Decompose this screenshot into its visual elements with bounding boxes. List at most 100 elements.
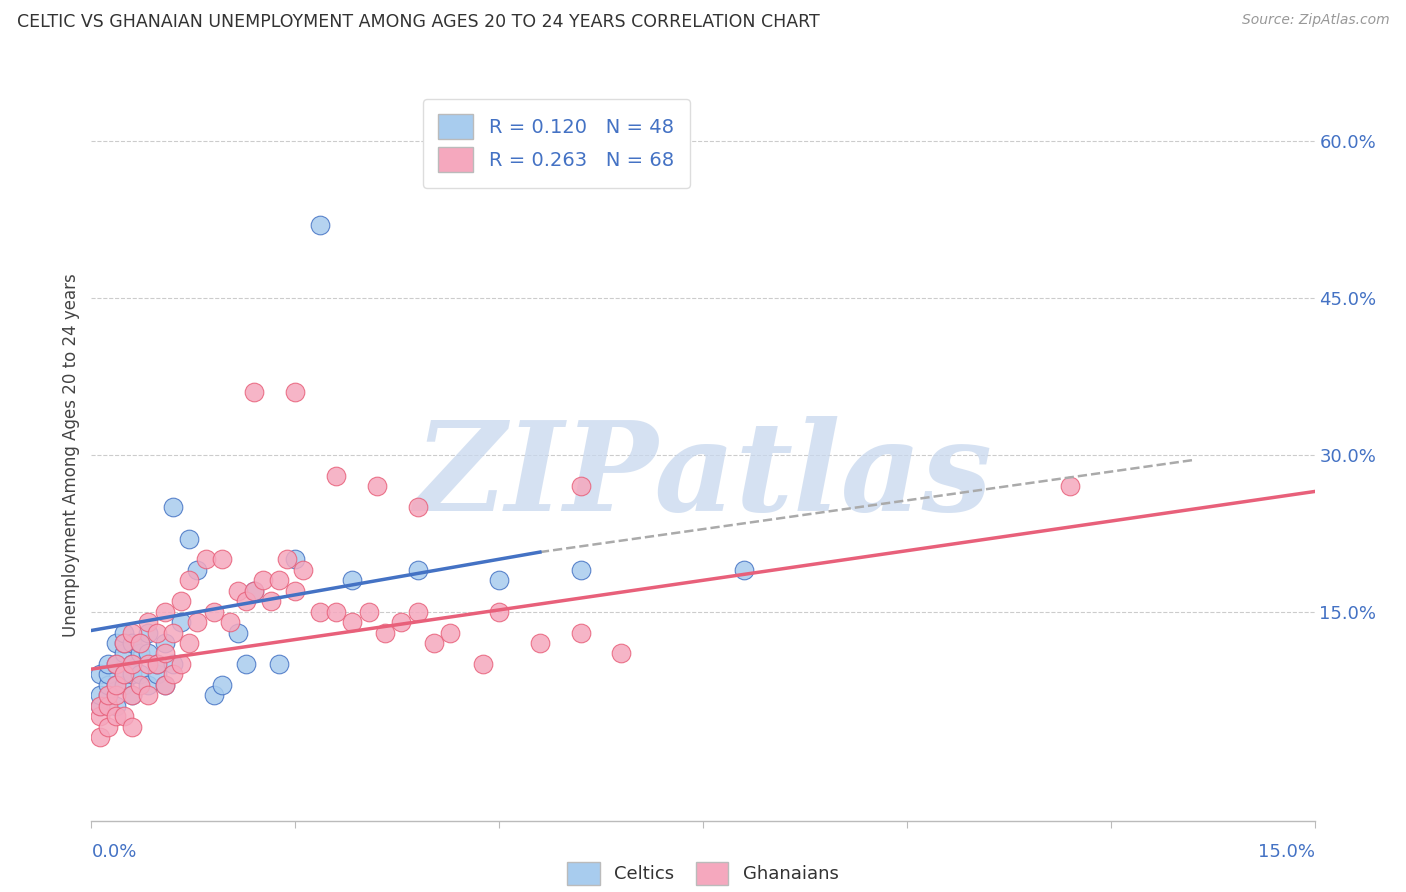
Point — [308, 605, 330, 619]
Point — [325, 605, 347, 619]
Point — [529, 636, 551, 650]
Point — [235, 657, 257, 671]
Point — [129, 647, 152, 661]
Point — [252, 574, 274, 588]
Point — [471, 657, 494, 671]
Point — [145, 657, 167, 671]
Point — [89, 698, 111, 713]
Point — [569, 479, 592, 493]
Point — [112, 636, 135, 650]
Point — [145, 667, 167, 681]
Point — [357, 605, 380, 619]
Point — [162, 657, 184, 671]
Legend: Celtics, Ghanaians: Celtics, Ghanaians — [560, 855, 846, 892]
Point — [610, 647, 633, 661]
Point — [89, 688, 111, 702]
Point — [112, 625, 135, 640]
Point — [284, 552, 307, 566]
Point — [211, 552, 233, 566]
Point — [145, 657, 167, 671]
Point — [186, 615, 208, 629]
Point — [121, 688, 143, 702]
Text: 0.0%: 0.0% — [91, 843, 136, 861]
Point — [243, 583, 266, 598]
Point — [342, 615, 364, 629]
Point — [186, 563, 208, 577]
Y-axis label: Unemployment Among Ages 20 to 24 years: Unemployment Among Ages 20 to 24 years — [62, 273, 80, 637]
Point — [153, 636, 176, 650]
Point — [292, 563, 315, 577]
Point — [138, 647, 160, 661]
Point — [153, 678, 176, 692]
Point — [138, 678, 160, 692]
Point — [112, 647, 135, 661]
Point — [112, 678, 135, 692]
Point — [121, 720, 143, 734]
Point — [267, 574, 290, 588]
Point — [89, 709, 111, 723]
Point — [97, 688, 120, 702]
Point — [104, 709, 127, 723]
Point — [170, 615, 193, 629]
Point — [153, 605, 176, 619]
Point — [406, 500, 429, 515]
Point — [226, 625, 249, 640]
Point — [226, 583, 249, 598]
Point — [439, 625, 461, 640]
Point — [194, 552, 217, 566]
Point — [488, 605, 510, 619]
Point — [423, 636, 446, 650]
Point — [153, 647, 176, 661]
Point — [153, 678, 176, 692]
Point — [129, 636, 152, 650]
Point — [235, 594, 257, 608]
Point — [162, 500, 184, 515]
Point — [97, 678, 120, 692]
Point — [138, 615, 160, 629]
Point — [138, 625, 160, 640]
Point — [104, 678, 127, 692]
Point — [121, 657, 143, 671]
Point — [112, 667, 135, 681]
Point — [260, 594, 283, 608]
Point — [89, 730, 111, 744]
Point — [129, 678, 152, 692]
Point — [145, 625, 167, 640]
Point — [129, 667, 152, 681]
Point — [121, 657, 143, 671]
Point — [121, 625, 143, 640]
Point — [162, 667, 184, 681]
Point — [219, 615, 242, 629]
Point — [112, 636, 135, 650]
Point — [569, 625, 592, 640]
Point — [104, 657, 127, 671]
Point — [104, 698, 127, 713]
Point — [104, 688, 127, 702]
Point — [406, 605, 429, 619]
Point — [97, 698, 120, 713]
Point — [104, 636, 127, 650]
Point — [284, 385, 307, 400]
Text: ZIPatlas: ZIPatlas — [413, 416, 993, 538]
Point — [308, 218, 330, 232]
Point — [112, 709, 135, 723]
Point — [1059, 479, 1081, 493]
Point — [138, 688, 160, 702]
Point — [97, 657, 120, 671]
Point — [170, 657, 193, 671]
Point — [243, 583, 266, 598]
Point — [488, 574, 510, 588]
Point — [366, 479, 388, 493]
Point — [97, 688, 120, 702]
Point — [179, 574, 201, 588]
Point — [97, 720, 120, 734]
Point — [179, 532, 201, 546]
Text: 15.0%: 15.0% — [1257, 843, 1315, 861]
Point — [121, 688, 143, 702]
Point — [342, 574, 364, 588]
Point — [112, 667, 135, 681]
Point — [121, 667, 143, 681]
Point — [104, 678, 127, 692]
Point — [374, 625, 396, 640]
Point — [733, 563, 755, 577]
